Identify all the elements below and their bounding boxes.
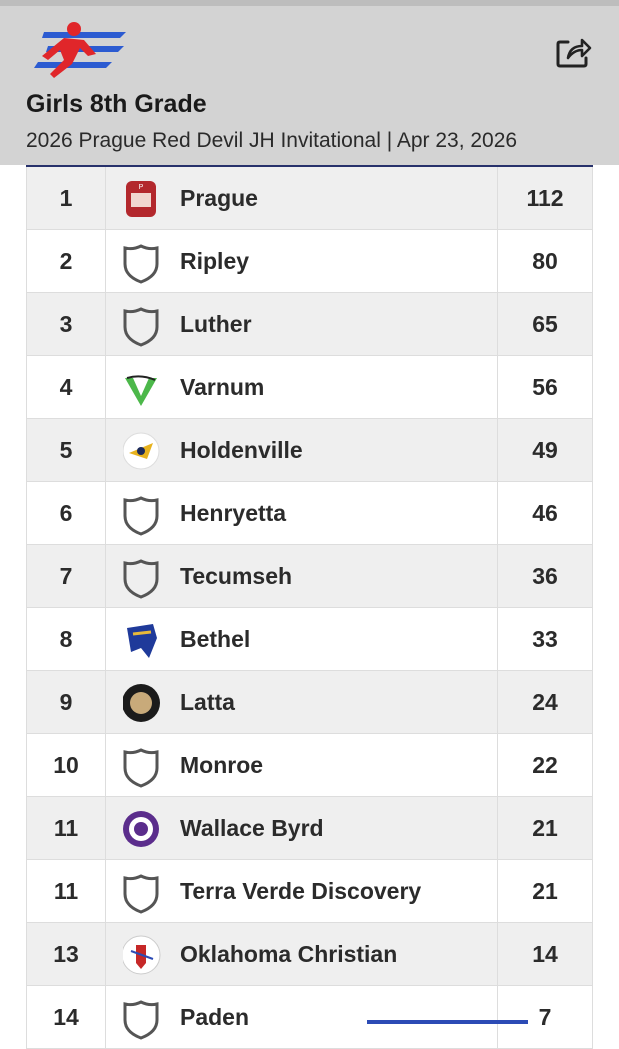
team-name: Tecumseh [180,563,293,589]
place: 11 [26,860,106,922]
team-name: Terra Verde Discovery [180,878,422,904]
place: 9 [26,671,106,733]
score: 21 [497,860,593,922]
table-row: 13 Oklahoma Christian 14 [26,923,593,986]
place: 13 [26,923,106,985]
team-logo [123,432,160,470]
table-row: 1 P Prague 112 [26,167,593,230]
place: 10 [26,734,106,796]
table-row: 3 Luther 65 [26,293,593,356]
team-name: Latta [180,689,235,715]
team-name: Bethel [180,626,251,652]
place: 1 [26,167,106,229]
score: 21 [497,797,593,859]
svg-text:P: P [139,184,144,191]
team-logo [123,307,159,347]
team-logo: P [126,181,156,217]
place: 6 [26,482,106,544]
team-name: Varnum [180,374,265,400]
team-logo [123,496,159,536]
score: 49 [497,419,593,481]
table-row: 11 Wallace Byrd 21 [26,797,593,860]
team-name: Monroe [180,752,264,778]
scroll-indicator [367,1020,528,1024]
table-row: 11 Terra Verde Discovery 21 [26,860,593,923]
place: 14 [26,986,106,1048]
score: 24 [497,671,593,733]
team-logo [123,1000,159,1040]
team-name: Henryetta [180,500,287,526]
table-row: 6 Henryetta 46 [26,482,593,545]
team-name: Oklahoma Christian [180,941,398,967]
score: 46 [497,482,593,544]
team-name: Luther [180,311,252,337]
title: Girls 8th Grade [26,90,207,118]
place: 11 [26,797,106,859]
team-name: Wallace Byrd [180,815,324,841]
place: 7 [26,545,106,607]
team-name: Prague [180,185,258,211]
app-logo [34,22,126,78]
table-row: 2 Ripley 80 [26,230,593,293]
score: 112 [497,167,593,229]
table-row: 7 Tecumseh 36 [26,545,593,608]
team-logo [123,874,159,914]
subtitle: 2026 Prague Red Devil JH Invitational | … [26,129,518,152]
table-row: 4 Varnum 56 [26,356,593,419]
share-button[interactable] [554,32,592,70]
table-row: 9 Latta 24 [26,671,593,734]
place: 8 [26,608,106,670]
score: 22 [497,734,593,796]
team-name: Ripley [180,248,250,274]
place: 4 [26,356,106,418]
score: 33 [497,608,593,670]
team-logo [123,935,161,975]
score: 14 [497,923,593,985]
score: 7 [497,986,593,1048]
team-logo [123,684,160,722]
table-row: 5 Holdenville 49 [26,419,593,482]
table-row: 8 Bethel 33 [26,608,593,671]
team-logo [123,811,159,847]
team-logo [123,748,159,788]
team-logo [127,624,157,658]
team-logo [123,244,159,284]
place: 5 [26,419,106,481]
score: 36 [497,545,593,607]
table-row: 14 Paden 7 [26,986,593,1049]
team-name: Holdenville [180,437,303,463]
place: 2 [26,230,106,292]
score: 56 [497,356,593,418]
score: 65 [497,293,593,355]
table-row: 10 Monroe 22 [26,734,593,797]
results-table: 1 P Prague 112 2 Ripley 80 3 Luther 65 4 Varnum 56 5 H… [26,165,593,1049]
team-name: Paden [180,1004,250,1030]
team-logo [123,559,159,599]
header: Girls 8th Grade 2026 Prague Red Devil JH… [0,0,619,165]
team-logo [125,375,157,406]
place: 3 [26,293,106,355]
score: 80 [497,230,593,292]
